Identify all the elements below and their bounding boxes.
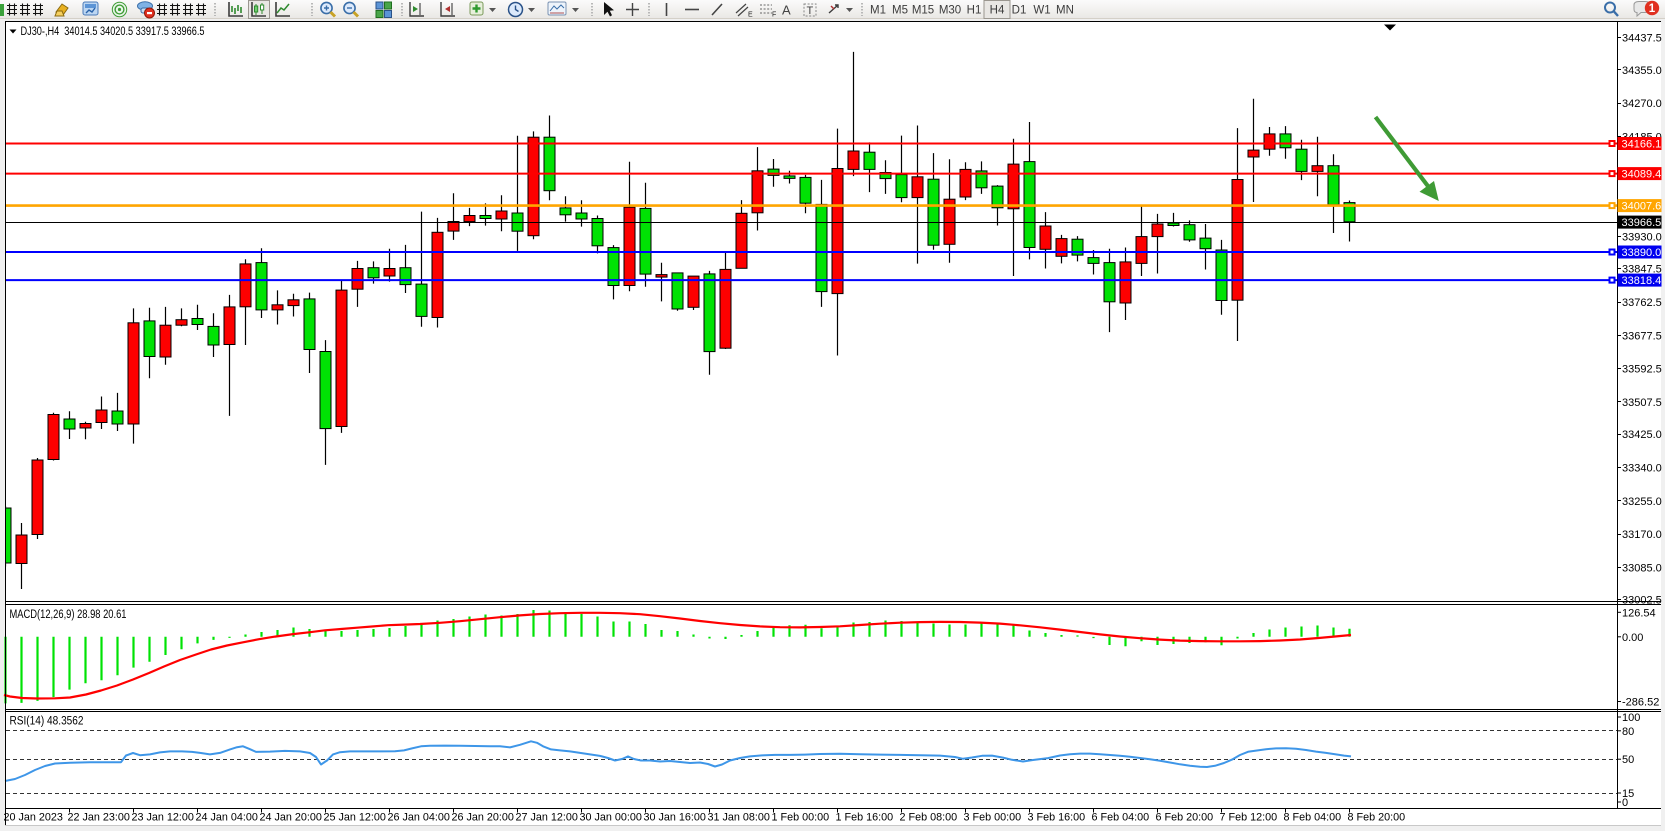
svg-text:22 Jan 23:00: 22 Jan 23:00 — [68, 812, 130, 824]
svg-text:F: F — [772, 12, 776, 19]
svg-text:M1: M1 — [870, 5, 886, 17]
svg-text:20 Jan 2023: 20 Jan 2023 — [4, 812, 63, 824]
svg-text:MN: MN — [1056, 5, 1074, 17]
svg-text:H4: H4 — [990, 5, 1005, 17]
svg-text:31 Jan 08:00: 31 Jan 08:00 — [708, 812, 770, 824]
svg-text:80: 80 — [1622, 726, 1634, 738]
svg-text:M30: M30 — [939, 5, 961, 17]
svg-text:3 Feb 00:00: 3 Feb 00:00 — [964, 812, 1022, 824]
svg-text:34437.5: 34437.5 — [1622, 33, 1662, 45]
svg-text:23 Jan 12:00: 23 Jan 12:00 — [132, 812, 194, 824]
svg-text:34355.0: 34355.0 — [1622, 65, 1662, 77]
svg-text:33085.0: 33085.0 — [1622, 562, 1662, 574]
svg-text:-286.52: -286.52 — [1622, 697, 1659, 709]
svg-text:33818.4: 33818.4 — [1622, 275, 1662, 287]
svg-text:7 Feb 12:00: 7 Feb 12:00 — [1220, 812, 1278, 824]
svg-text:30 Jan 16:00: 30 Jan 16:00 — [644, 812, 706, 824]
svg-text:34166.1: 34166.1 — [1622, 139, 1662, 151]
svg-text:24 Jan 20:00: 24 Jan 20:00 — [260, 812, 322, 824]
svg-text:3 Feb 16:00: 3 Feb 16:00 — [1028, 812, 1086, 824]
svg-text:MACD(12,26,9) 28.98 20.61: MACD(12,26,9) 28.98 20.61 — [10, 609, 127, 621]
svg-text:33847.5: 33847.5 — [1622, 264, 1662, 276]
svg-text:34007.6: 34007.6 — [1622, 201, 1662, 213]
svg-text:0: 0 — [1622, 797, 1628, 809]
svg-text:33592.5: 33592.5 — [1622, 364, 1662, 376]
svg-text:E: E — [748, 12, 753, 19]
svg-text:33340.0: 33340.0 — [1622, 463, 1662, 475]
svg-text:M5: M5 — [892, 5, 908, 17]
svg-text:33930.0: 33930.0 — [1622, 231, 1662, 243]
svg-text:24 Jan 04:00: 24 Jan 04:00 — [196, 812, 258, 824]
svg-text:33507.5: 33507.5 — [1622, 397, 1662, 409]
svg-text:A: A — [782, 3, 791, 18]
svg-text:34270.0: 34270.0 — [1622, 98, 1662, 110]
svg-text:M15: M15 — [912, 5, 934, 17]
svg-text:6 Feb 04:00: 6 Feb 04:00 — [1092, 812, 1150, 824]
svg-text:33677.5: 33677.5 — [1622, 330, 1662, 342]
svg-text:RSI(14) 48.3562: RSI(14) 48.3562 — [10, 716, 84, 728]
svg-text:D1: D1 — [1012, 5, 1027, 17]
svg-text:33002.5: 33002.5 — [1622, 595, 1662, 607]
svg-text:126.54: 126.54 — [1622, 607, 1656, 619]
svg-text:100: 100 — [1622, 712, 1640, 724]
svg-text:50: 50 — [1622, 754, 1634, 766]
svg-text:0.00: 0.00 — [1622, 632, 1643, 644]
svg-text:25 Jan 12:00: 25 Jan 12:00 — [324, 812, 386, 824]
svg-text:33762.5: 33762.5 — [1622, 297, 1662, 309]
svg-text:1 Feb 00:00: 1 Feb 00:00 — [772, 812, 830, 824]
svg-text:1 Feb 16:00: 1 Feb 16:00 — [836, 812, 894, 824]
svg-text:2 Feb 08:00: 2 Feb 08:00 — [900, 812, 958, 824]
svg-text:34089.4: 34089.4 — [1622, 169, 1662, 181]
svg-text:8 Feb 04:00: 8 Feb 04:00 — [1284, 812, 1342, 824]
svg-text:8 Feb 20:00: 8 Feb 20:00 — [1348, 812, 1406, 824]
svg-text:27 Jan 12:00: 27 Jan 12:00 — [516, 812, 578, 824]
svg-text:15: 15 — [1622, 788, 1634, 800]
svg-text:H1: H1 — [967, 5, 982, 17]
svg-text:33170.0: 33170.0 — [1622, 529, 1662, 541]
svg-text:26 Jan 20:00: 26 Jan 20:00 — [452, 812, 514, 824]
svg-text:DJ30-,H4 34014.5 34020.5 3391: DJ30-,H4 34014.5 34020.5 33917.5 33966.5 — [21, 26, 205, 38]
svg-text:33255.0: 33255.0 — [1622, 496, 1662, 508]
svg-text:33890.0: 33890.0 — [1622, 247, 1662, 259]
svg-text:W1: W1 — [1033, 5, 1050, 17]
svg-text:6 Feb 20:00: 6 Feb 20:00 — [1156, 812, 1214, 824]
svg-text:33966.5: 33966.5 — [1622, 217, 1662, 229]
svg-text:T: T — [807, 5, 814, 17]
svg-text:33425.0: 33425.0 — [1622, 429, 1662, 441]
svg-text:30 Jan 00:00: 30 Jan 00:00 — [580, 812, 642, 824]
svg-text:26 Jan 04:00: 26 Jan 04:00 — [388, 812, 450, 824]
svg-text:1: 1 — [1649, 3, 1656, 15]
